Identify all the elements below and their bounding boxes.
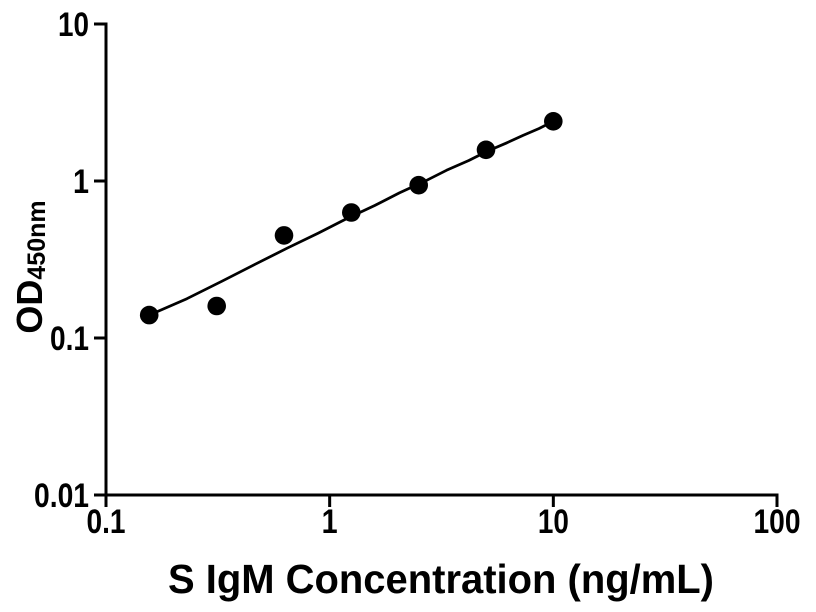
fit-curve-line	[147, 119, 555, 317]
x-tick-label: 100	[754, 503, 801, 541]
data-point	[274, 226, 294, 245]
y-tick-label: 0.1	[50, 320, 89, 358]
x-axis-line	[94, 493, 779, 507]
data-point	[207, 296, 226, 316]
x-axis-title: S IgM Concentration (ng/mL)	[168, 556, 714, 602]
data-point-series	[139, 112, 563, 325]
y-tick-label: 0.01	[34, 477, 89, 515]
data-point	[544, 112, 563, 131]
y-tick-label: 10	[58, 6, 89, 44]
y-axis-title: OD450nm	[9, 200, 51, 333]
data-point	[476, 140, 496, 160]
data-point	[139, 305, 159, 325]
y-axis-line	[94, 22, 108, 507]
y-tick-label: 1	[73, 163, 89, 201]
data-point	[342, 203, 361, 222]
y-axis-title-main: OD	[9, 280, 50, 334]
x-tick-label: 0.1	[87, 503, 126, 541]
x-tick-label: 1	[322, 503, 338, 541]
data-point	[409, 175, 429, 195]
axes	[94, 22, 779, 507]
x-tick-label: 10	[538, 503, 569, 541]
y-axis-title-subscript: 450nm	[23, 200, 51, 279]
